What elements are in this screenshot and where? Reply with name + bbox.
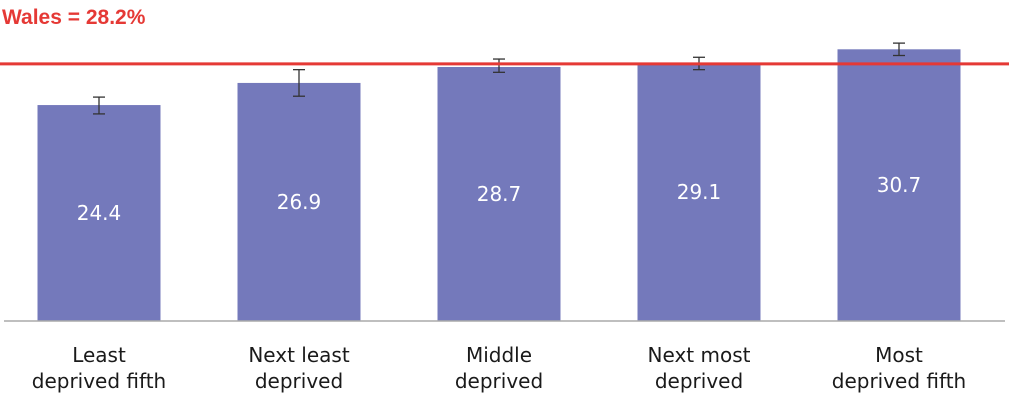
category-label: Most deprived fifth bbox=[832, 343, 966, 393]
error-bar bbox=[93, 96, 105, 115]
error-bar bbox=[493, 58, 505, 73]
bar-value-label: 24.4 bbox=[77, 201, 122, 225]
bar-value-label: 29.1 bbox=[677, 180, 722, 204]
category-label: Next most deprived bbox=[648, 343, 751, 393]
bar bbox=[37, 105, 161, 321]
category-label: Middle deprived bbox=[455, 343, 543, 393]
bar bbox=[437, 67, 561, 321]
value-labels-layer: 24.4 26.9 28.7 29.1 30.7 bbox=[77, 173, 922, 225]
error-bar bbox=[293, 69, 305, 97]
bar bbox=[237, 82, 361, 321]
bar-value-label: 30.7 bbox=[877, 173, 922, 197]
bar bbox=[637, 63, 761, 322]
bar-value-label: 26.9 bbox=[277, 190, 322, 214]
bar bbox=[837, 49, 961, 322]
category-label: Next least deprived bbox=[248, 343, 349, 393]
bar-value-label: 28.7 bbox=[477, 182, 522, 206]
bars-layer bbox=[37, 49, 961, 322]
wales-reference-label: Wales = 28.2% bbox=[2, 6, 146, 29]
error-bar bbox=[893, 42, 905, 57]
category-labels-layer: Least deprived fifth Next least deprived Mid… bbox=[32, 343, 966, 393]
category-label: Least deprived fifth bbox=[32, 343, 166, 393]
